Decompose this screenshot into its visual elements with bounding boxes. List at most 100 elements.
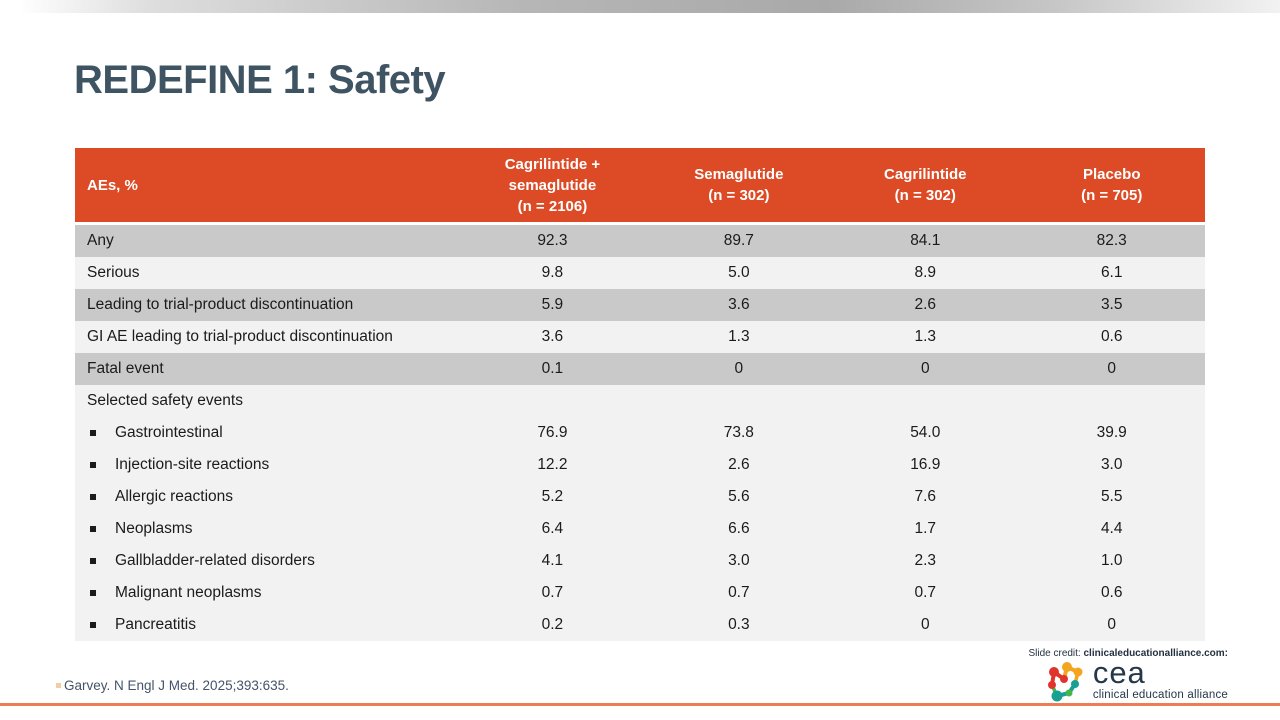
row-label-text: Gallbladder-related disorders	[115, 552, 315, 569]
row-value: 0	[1107, 360, 1117, 377]
row-label-text: Pancreatitis	[115, 616, 196, 633]
row-value: 2.3	[914, 552, 937, 569]
header-aes-label: AEs, %	[87, 176, 138, 194]
row-value: 16.9	[910, 456, 941, 473]
row-value: 0.1	[541, 360, 564, 377]
row-value: 0.7	[914, 584, 937, 601]
table-row: Pancreatitis 0.2 0.3 0 0	[75, 609, 1205, 641]
slide-credit: Slide credit: clinicaleducationalliance.…	[1028, 648, 1228, 659]
row-value: 76.9	[537, 424, 568, 441]
row-value: 5.6	[728, 488, 750, 505]
page-title: REDEFINE 1: Safety	[74, 58, 446, 102]
row-value: 0	[920, 616, 930, 633]
table-header-row: AEs, % Cagrilintide + semaglutide (n = 2…	[75, 148, 1205, 225]
row-value: 0.3	[728, 616, 750, 633]
table-row: Gallbladder-related disorders 4.1 3.0 2.…	[75, 545, 1205, 577]
citation: Garvey. N Engl J Med. 2025;393:635.	[56, 678, 289, 693]
row-label: Serious	[87, 264, 140, 281]
logo-text: cea clinical education alliance	[1092, 655, 1228, 701]
slide-credit-site: clinicaleducationalliance.com:	[1083, 648, 1229, 659]
row-value: 89.7	[723, 232, 754, 249]
row-label: Neoplasms	[75, 513, 459, 545]
row-label: Gallbladder-related disorders	[75, 545, 459, 577]
row-label-text: Malignant neoplasms	[115, 584, 262, 601]
row-value: 84.1	[910, 232, 941, 249]
row-value: 0	[1107, 616, 1117, 633]
table-row: Leading to trial-product discontinuation…	[75, 289, 1205, 321]
row-label: Pancreatitis	[75, 609, 459, 641]
table-row: GI AE leading to trial-product discontin…	[75, 321, 1205, 353]
row-value: 92.3	[537, 232, 568, 249]
row-value: 0.7	[728, 584, 750, 601]
row-value: 0	[734, 360, 744, 377]
row-value: 6.1	[1100, 264, 1123, 281]
row-value: 3.6	[728, 296, 750, 313]
row-label: Malignant neoplasms	[75, 577, 459, 609]
header-col-placebo: Placebo (n = 705)	[1081, 166, 1143, 204]
header-col-cagri-sema: Cagrilintide + semaglutide (n = 2106)	[504, 155, 601, 215]
row-value: 0.2	[541, 616, 564, 633]
table-row: Fatal event 0.1 0 0 0	[75, 353, 1205, 385]
row-value: 3.0	[728, 552, 750, 569]
row-value: 4.4	[1100, 520, 1123, 537]
bottom-accent-line	[0, 703, 1280, 706]
cea-logo: cea clinical education alliance	[1044, 655, 1228, 704]
row-value: 12.2	[537, 456, 568, 473]
row-value: 6.6	[728, 520, 750, 537]
table-row: Injection-site reactions 12.2 2.6 16.9 3…	[75, 449, 1205, 481]
row-label: Fatal event	[87, 360, 164, 377]
row-value: 1.0	[1100, 552, 1123, 569]
slide-credit-label: Slide credit:	[1028, 648, 1084, 659]
top-gradient-bar	[22, 0, 1280, 13]
row-value: 9.8	[541, 264, 564, 281]
row-value: 82.3	[1096, 232, 1127, 249]
bullet-icon	[90, 526, 96, 532]
row-value: 3.5	[1100, 296, 1123, 313]
header-col-cagrilintide: Cagrilintide (n = 302)	[884, 166, 967, 204]
row-value: 2.6	[728, 456, 750, 473]
header-col-semaglutide: Semaglutide (n = 302)	[694, 166, 784, 204]
row-label-text: Gastrointestinal	[115, 424, 223, 441]
row-label-text: Injection-site reactions	[115, 456, 270, 473]
row-value: 4.1	[541, 552, 564, 569]
row-value: 73.8	[723, 424, 754, 441]
bullet-icon	[90, 590, 96, 596]
citation-bullet-icon	[56, 683, 61, 688]
section-title: Selected safety events	[87, 392, 243, 409]
table-row: Gastrointestinal 76.9 73.8 54.0 39.9	[75, 417, 1205, 449]
logo-tagline: clinical education alliance	[1092, 689, 1228, 701]
row-value: 8.9	[914, 264, 937, 281]
row-value: 3.0	[1100, 456, 1123, 473]
row-value: 1.7	[914, 520, 937, 537]
table-row: Any 92.3 89.7 84.1 82.3	[75, 225, 1205, 257]
bullet-icon	[90, 462, 96, 468]
table-row: Serious 9.8 5.0 8.9 6.1	[75, 257, 1205, 289]
row-label: Allergic reactions	[75, 481, 459, 513]
row-value: 1.3	[728, 328, 750, 345]
selected-safety-events-section: Selected safety events Gastrointestinal …	[75, 385, 1205, 641]
row-label: Leading to trial-product discontinuation	[87, 296, 354, 313]
row-value: 0.6	[1100, 584, 1123, 601]
bullet-icon	[90, 430, 96, 436]
cea-logo-icon	[1047, 662, 1083, 702]
row-value: 5.5	[1100, 488, 1123, 505]
row-value: 5.0	[728, 264, 750, 281]
row-value: 0.7	[541, 584, 564, 601]
table-row: Malignant neoplasms 0.7 0.7 0.7 0.6	[75, 577, 1205, 609]
row-label-text: Allergic reactions	[115, 488, 234, 505]
row-label: GI AE leading to trial-product discontin…	[87, 328, 393, 345]
row-value: 3.6	[541, 328, 564, 345]
row-value: 2.6	[914, 296, 937, 313]
bullet-icon	[90, 558, 96, 564]
row-value: 54.0	[910, 424, 941, 441]
row-label: Gastrointestinal	[75, 417, 459, 449]
row-label: Injection-site reactions	[75, 449, 459, 481]
logo-name: cea	[1092, 655, 1146, 690]
row-value: 6.4	[541, 520, 564, 537]
bullet-icon	[90, 622, 96, 628]
bullet-icon	[90, 494, 96, 500]
citation-text: Garvey. N Engl J Med. 2025;393:635.	[64, 678, 289, 693]
row-label-text: Neoplasms	[115, 520, 193, 537]
row-value: 5.9	[541, 296, 564, 313]
adverse-events-table: AEs, % Cagrilintide + semaglutide (n = 2…	[75, 148, 1205, 641]
